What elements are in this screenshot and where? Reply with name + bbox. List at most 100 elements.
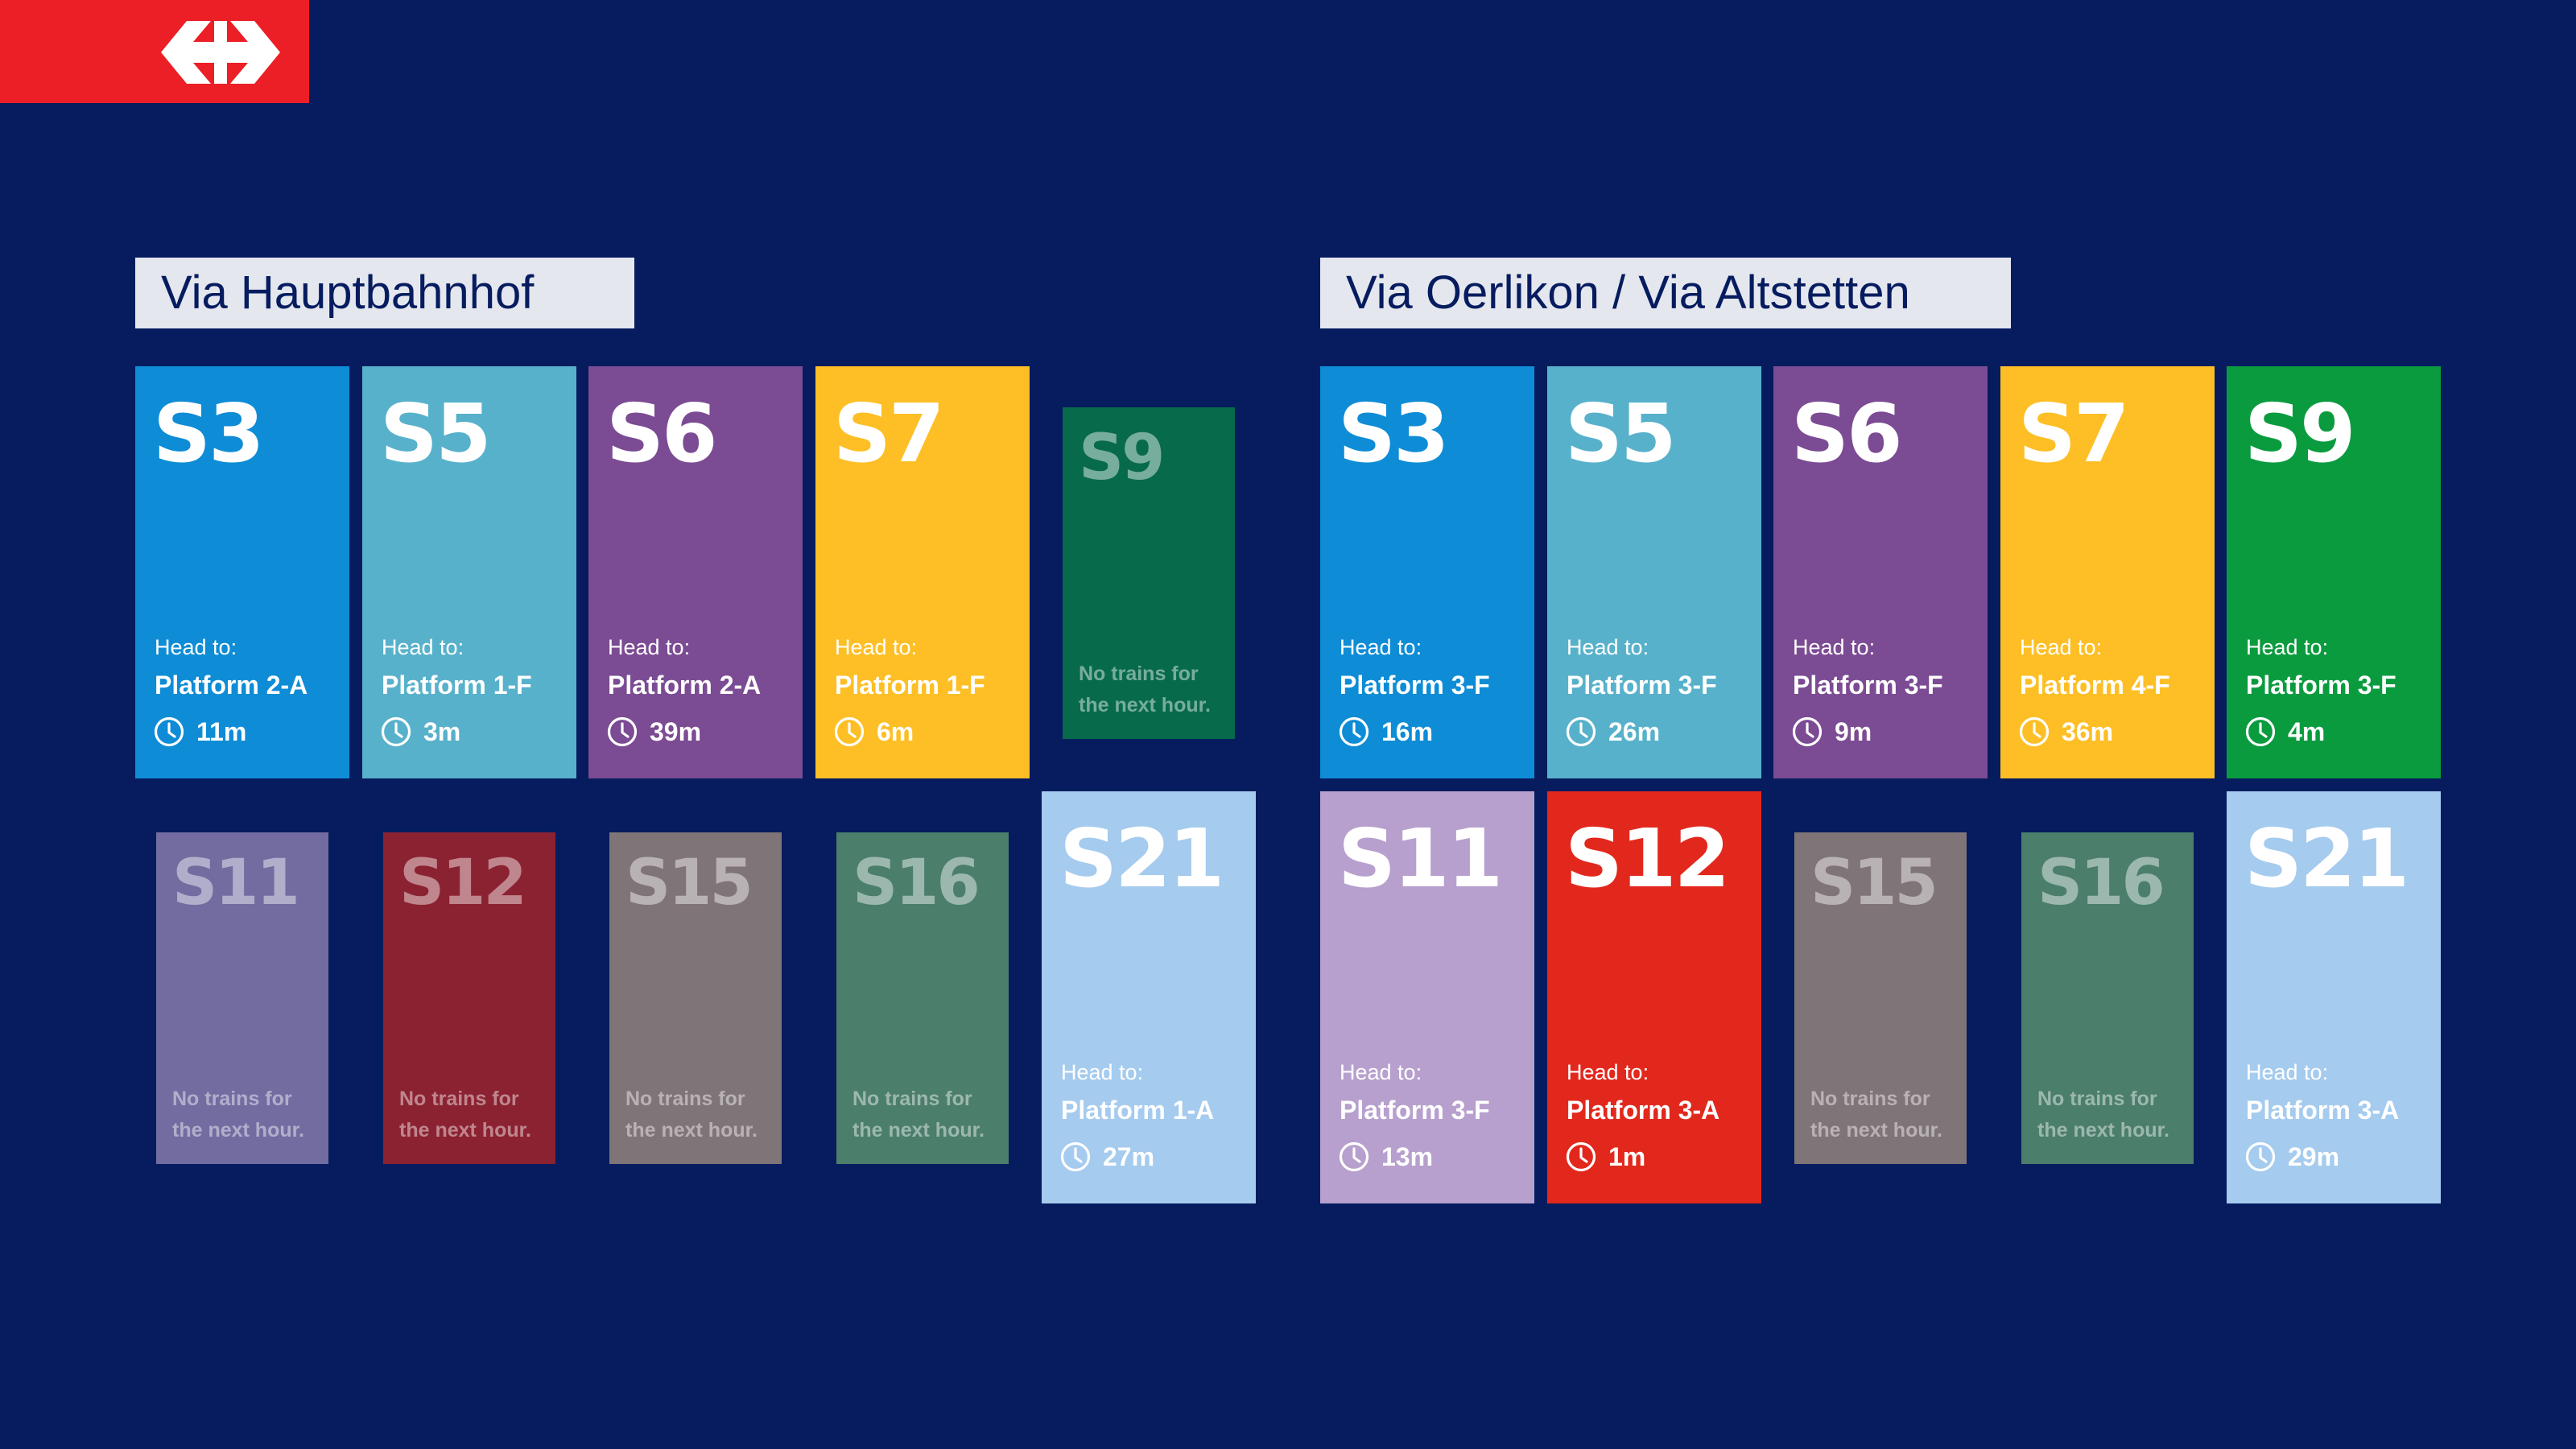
departure-time-value: 9m [1835, 716, 1872, 746]
no-trains-line-2: the next hour. [852, 1119, 985, 1141]
head-to-label: Head to: [608, 635, 691, 659]
line-tile-s6-hauptbahnhof[interactable]: S6 Head to: Platform 2-A 39m [588, 366, 803, 778]
clock-icon [607, 716, 638, 747]
section-title-oerlikon-altstetten: Via Oerlikon / Via Altstetten [1320, 258, 2011, 328]
line-tile-s15-hauptbahnhof[interactable]: S15 No trains for the next hour. [609, 832, 782, 1164]
line-tile-s16-oerlikon[interactable]: S16 No trains for the next hour. [2021, 832, 2194, 1164]
head-to-label: Head to: [155, 635, 237, 659]
clock-icon [1566, 716, 1596, 747]
line-tile-s11-hauptbahnhof[interactable]: S11 No trains for the next hour. [156, 832, 328, 1164]
departure-time: 3m [380, 714, 460, 749]
line-tile-s7-hauptbahnhof[interactable]: S7 Head to: Platform 1-F 6m [815, 366, 1030, 778]
line-name: S5 [380, 386, 492, 481]
departure-time-value: 27m [1103, 1141, 1155, 1171]
clock-icon [2245, 1141, 2276, 1172]
no-trains-line-1: No trains for [399, 1088, 519, 1110]
head-to-label: Head to: [2246, 1060, 2329, 1084]
line-tile-s15-oerlikon[interactable]: S15 No trains for the next hour. [1794, 832, 1967, 1164]
line-name: S21 [1059, 811, 1224, 906]
line-name: S16 [852, 847, 980, 919]
clock-icon [1339, 716, 1369, 747]
line-tile-s21-oerlikon[interactable]: S21 Head to: Platform 3-A 29m [2227, 791, 2441, 1203]
line-tile-s11-oerlikon[interactable]: S11 Head to: Platform 3-F 13m [1320, 791, 1534, 1203]
line-tile-s6-oerlikon[interactable]: S6 Head to: Platform 3-F 9m [1773, 366, 1988, 778]
no-trains-message: No trains for the next hour. [399, 1084, 531, 1146]
line-name: S6 [606, 386, 718, 481]
departure-time: 29m [2244, 1139, 2339, 1174]
departure-time: 9m [1791, 714, 1872, 749]
line-tile-s9-oerlikon[interactable]: S9 Head to: Platform 3-F 4m [2227, 366, 2441, 778]
line-tile-s3-oerlikon[interactable]: S3 Head to: Platform 3-F 16m [1320, 366, 1534, 778]
departure-time: 4m [2244, 714, 2325, 749]
no-trains-line-1: No trains for [852, 1088, 972, 1110]
line-name: S12 [399, 847, 527, 919]
head-to-label: Head to: [835, 635, 918, 659]
departure-time: 26m [1565, 714, 1660, 749]
line-tile-s12-hauptbahnhof[interactable]: S12 No trains for the next hour. [383, 832, 555, 1164]
departure-time: 16m [1338, 714, 1433, 749]
line-tile-s12-oerlikon[interactable]: S12 Head to: Platform 3-A 1m [1547, 791, 1761, 1203]
platform-label: Platform 2-A [155, 671, 308, 700]
line-tile-s16-hauptbahnhof[interactable]: S16 No trains for the next hour. [836, 832, 1009, 1164]
line-name: S7 [833, 386, 945, 481]
departure-time-value: 13m [1381, 1141, 1434, 1171]
line-name: S16 [2037, 847, 2165, 919]
head-to-label: Head to: [2246, 635, 2329, 659]
departure-time-value: 29m [2288, 1141, 2340, 1171]
departure-time-value: 11m [196, 716, 247, 746]
departure-time-value: 26m [1608, 716, 1661, 746]
line-tile-s3-hauptbahnhof[interactable]: S3 Head to: Platform 2-A 11m [135, 366, 349, 778]
departure-time-value: 4m [2288, 716, 2326, 746]
head-to-label: Head to: [1567, 1060, 1649, 1084]
sbb-logo [0, 0, 309, 103]
no-trains-message: No trains for the next hour. [1810, 1084, 1942, 1146]
departure-time: 6m [833, 714, 914, 749]
line-tile-s21-hauptbahnhof[interactable]: S21 Head to: Platform 1-A 27m [1042, 791, 1256, 1203]
no-trains-line-1: No trains for [1810, 1088, 1930, 1110]
clock-icon [381, 716, 411, 747]
head-to-label: Head to: [1793, 635, 1876, 659]
head-to-label: Head to: [1061, 1060, 1144, 1084]
departure-time: 1m [1565, 1139, 1645, 1174]
no-trains-line-2: the next hour. [625, 1119, 758, 1141]
line-tile-s5-oerlikon[interactable]: S5 Head to: Platform 3-F 26m [1547, 366, 1761, 778]
departure-time: 36m [2018, 714, 2113, 749]
sbb-logo-icon [161, 21, 280, 84]
platform-label: Platform 1-F [382, 671, 532, 700]
platform-label: Platform 3-F [1793, 671, 1943, 700]
platform-label: Platform 3-F [1567, 671, 1717, 700]
line-name: S12 [1565, 811, 1730, 906]
departure-time: 13m [1338, 1139, 1433, 1174]
line-name: S9 [2244, 386, 2356, 481]
no-trains-message: No trains for the next hour. [1079, 658, 1211, 721]
departure-time-value: 1m [1608, 1141, 1646, 1171]
clock-icon [1060, 1141, 1091, 1172]
line-name: S3 [1338, 386, 1450, 481]
line-name: S5 [1565, 386, 1677, 481]
no-trains-line-1: No trains for [625, 1088, 745, 1110]
line-tile-s7-oerlikon[interactable]: S7 Head to: Platform 4-F 36m [2000, 366, 2215, 778]
platform-label: Platform 4-F [2020, 671, 2170, 700]
head-to-label: Head to: [1567, 635, 1649, 659]
line-name: S7 [2018, 386, 2130, 481]
no-trains-line-2: the next hour. [2037, 1119, 2169, 1141]
line-name: S11 [1338, 811, 1503, 906]
no-trains-line-2: the next hour. [1810, 1119, 1942, 1141]
departure-time-value: 36m [2062, 716, 2114, 746]
line-name: S6 [1791, 386, 1903, 481]
clock-icon [2245, 716, 2276, 747]
departure-time-value: 39m [650, 716, 702, 746]
no-trains-message: No trains for the next hour. [2037, 1084, 2169, 1146]
line-name: S21 [2244, 811, 2409, 906]
departure-time-value: 16m [1381, 716, 1434, 746]
platform-label: Platform 3-F [1340, 671, 1490, 700]
line-tile-s5-hauptbahnhof[interactable]: S5 Head to: Platform 1-F 3m [362, 366, 576, 778]
no-trains-line-2: the next hour. [1079, 694, 1211, 716]
no-trains-message: No trains for the next hour. [852, 1084, 985, 1146]
no-trains-line-1: No trains for [1079, 663, 1199, 685]
departure-time: 11m [153, 714, 246, 749]
head-to-label: Head to: [1340, 1060, 1422, 1084]
line-tile-s9-hauptbahnhof[interactable]: S9 No trains for the next hour. [1063, 407, 1235, 739]
clock-icon [2019, 716, 2050, 747]
line-name: S15 [1810, 847, 1938, 919]
